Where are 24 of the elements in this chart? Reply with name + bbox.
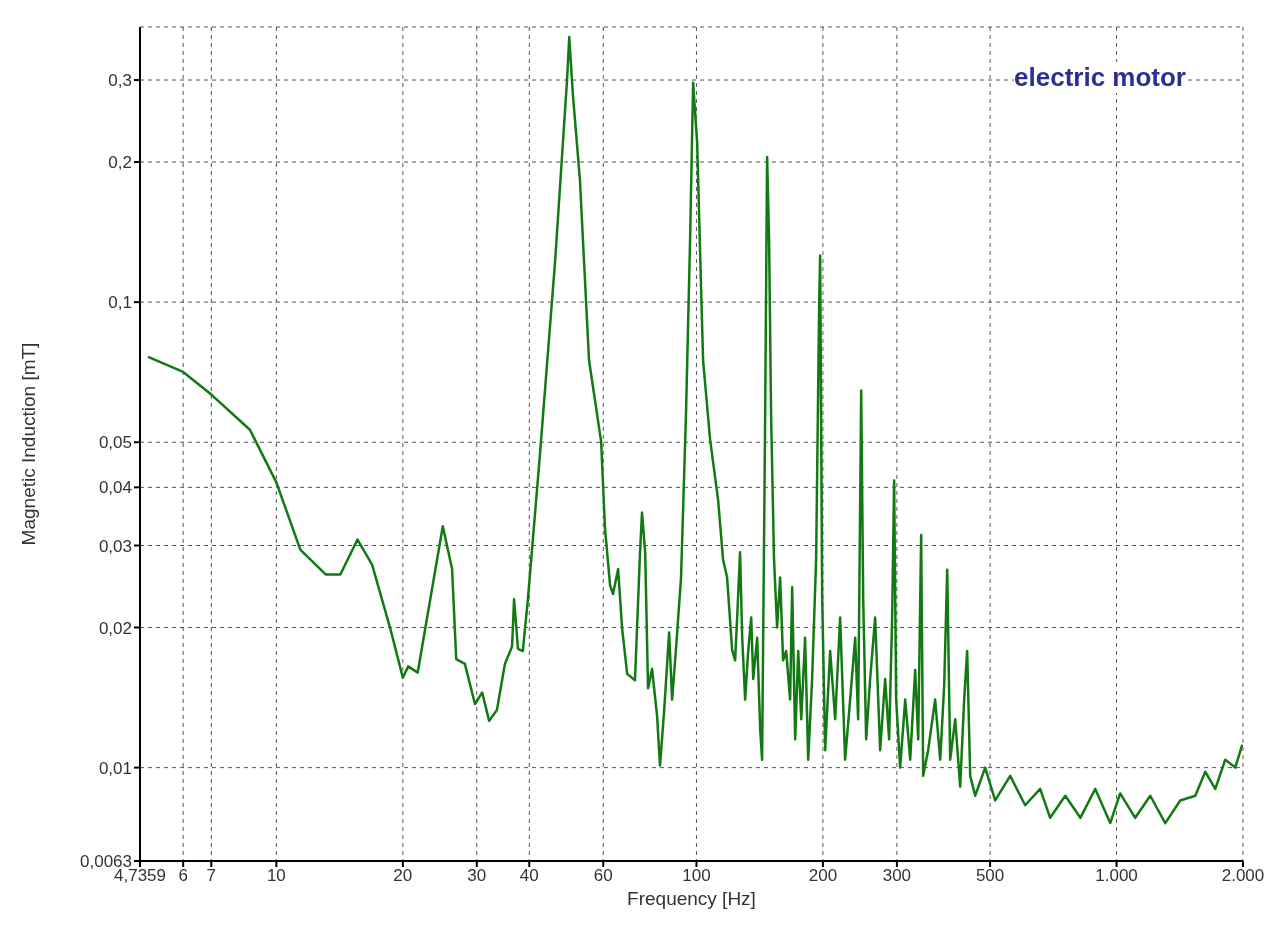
x-tick-label: 30 [467,866,487,886]
x-tick-label: 6 [178,866,188,886]
x-tick-label: 100 [682,866,711,886]
y-tick-label: 0,1 [108,293,132,313]
x-tick-label: 1.000 [1095,866,1138,886]
x-tick-label: 300 [882,866,912,886]
annotation: electric motor [1014,62,1186,93]
y-tick-label: 0,3 [108,71,132,91]
x-tick-label: 200 [808,866,838,886]
x-tick-label: 40 [519,866,539,886]
y-tick-label: 0,04 [98,478,132,498]
x-tick-label: 60 [593,866,613,886]
y-tick-label: 0,03 [98,536,132,556]
x-tick-label: 2.000 [1221,866,1265,886]
x-tick-label: 500 [975,866,1005,886]
y-tick-label: 0,02 [98,618,132,638]
x-tick-label: 20 [393,866,413,886]
x-axis-title: Frequency [Hz] [627,888,756,909]
x-tick-label: 10 [266,866,286,886]
y-tick-label: 0,01 [98,758,132,778]
y-tick-label: 0,05 [98,433,132,453]
y-tick-label: 0,2 [108,153,132,173]
y-axis-title: Magnetic Induction [mT] [17,342,39,546]
x-tick-label: 7 [206,866,217,886]
